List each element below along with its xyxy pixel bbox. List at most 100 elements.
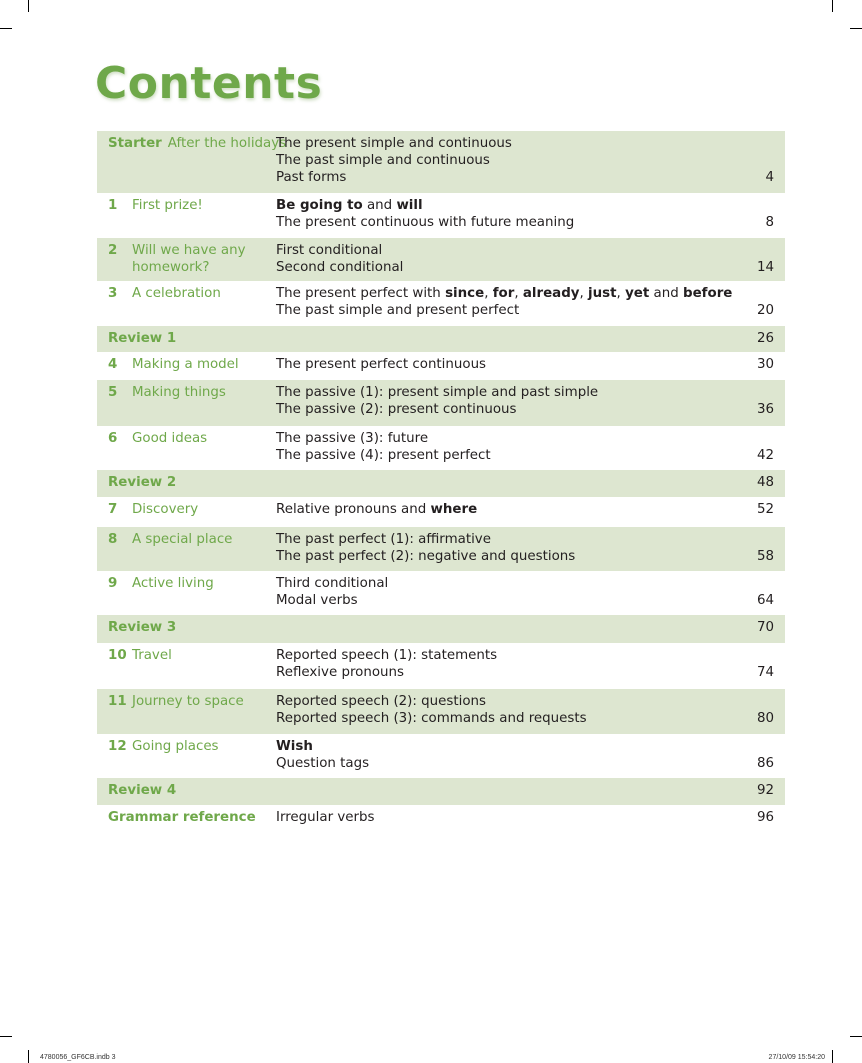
topic-line: The past simple and present perfect [276,302,732,319]
topic-text: The present perfect with [276,286,446,301]
contents-row: Grammar reference Irregular verbs 96 [97,805,785,835]
topic-list: The present perfect continuous [276,356,486,373]
unit-name: First prize! [132,198,203,213]
page-number: 30 [756,357,774,372]
topic-text: before [683,286,733,301]
crop-mark [850,28,862,29]
page-number: 58 [756,549,774,564]
topic-text: The passive (2): present continuous [276,402,517,417]
page-number: 96 [756,810,774,825]
topic-line: The present perfect with since, for, alr… [276,285,732,302]
topic-line: Third conditional [276,575,388,592]
contents-row: Review 3 70 [97,615,785,643]
unit-number: 5 [108,385,118,400]
topic-text: Question tags [276,756,370,771]
topic-text: Reported speech (1): statements [276,648,498,663]
footer-file-info: 4780056_GF6CB.indb 3 [40,1054,116,1061]
unit-name: After the holidays [167,136,287,151]
section-label: Review 3 [108,620,177,635]
crop-mark [0,1036,12,1037]
topic-line: The passive (3): future [276,430,491,447]
topic-text: First conditional [276,243,383,258]
contents-row: Review 4 92 [97,778,785,805]
page-number: 26 [756,331,774,346]
unit-number: 1 [108,198,118,213]
topic-text: The past simple and present perfect [276,303,520,318]
page-number: 36 [756,402,774,417]
contents-row: 12 Going places Wish Question tags 86 [97,734,785,778]
topic-line: The passive (2): present continuous [276,401,598,418]
topic-list: The passive (1): present simple and past… [276,384,598,418]
page-number: 74 [756,665,774,680]
unit-number: 2 [108,243,118,258]
page-number: 4 [765,170,774,185]
topic-text: Be going to [276,198,363,213]
footer-timestamp: 27/10/09 15:54:20 [768,1054,825,1061]
crop-mark [0,28,12,29]
section-label: Review 4 [108,783,177,798]
contents-row: 1 First prize! Be going to and will The pre… [97,193,785,238]
unit-name: Active living [132,576,214,591]
unit-number: 4 [108,357,118,372]
topic-line: The past simple and continuous [276,152,512,169]
topic-text: , [484,286,493,301]
topic-line: The passive (1): present simple and past… [276,384,598,401]
topic-line: Reported speech (3): commands and reques… [276,710,587,727]
topic-text: and [649,286,683,301]
topic-text: The passive (1): present simple and past… [276,385,599,400]
topic-text: Relative pronouns and [276,502,431,517]
unit-name: A special place [132,532,233,547]
page-number: 80 [756,711,774,726]
topic-text: The present continuous with future meani… [276,215,575,230]
page-number: 64 [756,593,774,608]
page-number: 48 [756,475,774,490]
contents-row: 9 Active living Third conditional Modal ver… [97,571,785,615]
topic-line: Be going to and will [276,197,574,214]
topic-text: The passive (4): present perfect [276,448,491,463]
unit-number: 10 [108,648,127,663]
topic-text: since [445,286,485,301]
topic-text: The past simple and continuous [276,153,490,168]
topic-text: , [579,286,589,301]
unit-name: Will we have any homework? [132,243,246,275]
contents-row: 4 Making a model The present perfect conti… [97,352,785,380]
topic-text: Past forms [276,170,347,185]
page-number: 14 [756,260,774,275]
unit-name: A celebration [132,286,221,301]
topic-line: The present simple and continuous [276,135,512,152]
topic-line: The passive (4): present perfect [276,447,491,464]
topic-line: Reported speech (2): questions [276,693,587,710]
unit-name: Travel [132,648,172,663]
crop-mark [28,1050,29,1063]
page-number: 20 [756,303,774,318]
topic-text: yet [625,286,650,301]
topic-text: Modal verbs [276,593,358,608]
unit-number: 8 [108,532,118,547]
topic-list: Third conditional Modal verbs [276,575,388,609]
unit-number: 3 [108,286,118,301]
page-number: 8 [765,215,774,230]
topic-list: The past perfect (1): affirmative The pas… [276,531,575,565]
unit-name: Journey to space [132,694,244,709]
topic-line: The past perfect (1): affirmative [276,531,575,548]
topic-text: Third conditional [276,576,389,591]
topic-text: The present simple and continuous [276,136,512,151]
topic-line: Past forms [276,169,512,186]
topic-list: The passive (3): future The passive (4): … [276,430,491,464]
contents-row: 8 A special place The past perfect (1): af… [97,527,785,571]
topic-text: Reflexive pronouns [276,665,404,680]
contents-row: 5 Making things The passive (1): present s… [97,380,785,426]
topic-line: Question tags [276,755,369,772]
unit-name: Making a model [132,357,239,372]
page-number: 92 [756,783,774,798]
section-label: Review 1 [108,331,177,346]
crop-mark [28,0,29,12]
topic-line: Second conditional [276,259,403,276]
section-label: Review 2 [108,475,177,490]
topic-line: Relative pronouns and where [276,501,477,518]
topic-line: Reflexive pronouns [276,664,497,681]
unit-number: 7 [108,502,118,517]
topic-text: for [492,286,515,301]
topic-text: will [396,198,423,213]
topic-text: The present perfect continuous [276,357,487,372]
